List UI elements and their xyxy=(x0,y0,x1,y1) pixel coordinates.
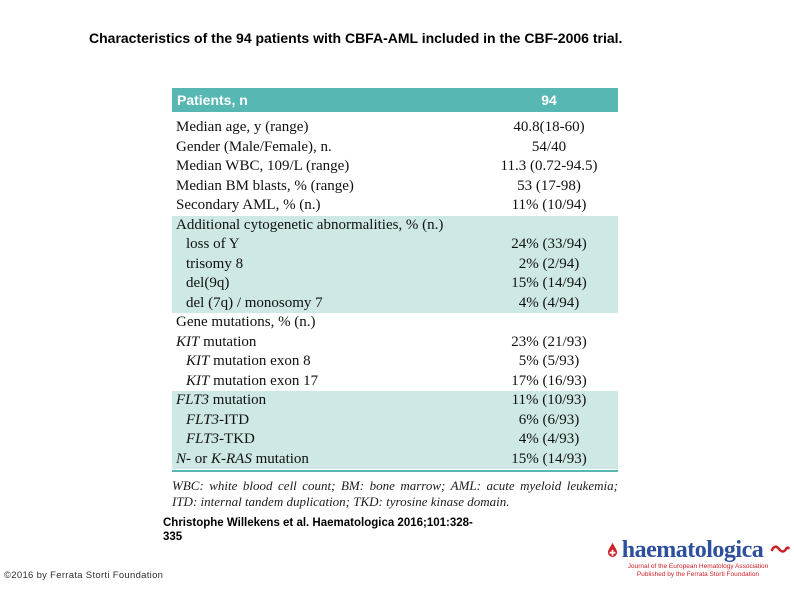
eha-squiggle-icon xyxy=(770,544,791,556)
citation-line-2: 335 xyxy=(163,531,183,543)
row-label: Secondary AML, % (n.) xyxy=(176,197,321,213)
footnote-line-1: WBC: white blood cell count; BM: bone ma… xyxy=(172,478,618,493)
table-row: KIT mutation exon 17 17% (16/93) xyxy=(172,372,618,392)
table-body: Median age, y (range) 40.8(18-60) Gender (… xyxy=(172,118,618,469)
row-value xyxy=(480,313,618,333)
table-row: Median BM blasts, % (range) 53 (17-98) xyxy=(172,177,618,197)
row-label: FLT3 mutation xyxy=(176,392,267,408)
table-row: Secondary AML, % (n.) 11% (10/94) xyxy=(172,196,618,216)
row-label: N- or K-RAS mutation xyxy=(176,450,309,467)
slide-title: Characteristics of the 94 patients with … xyxy=(89,30,623,46)
row-value: 6% (6/93) xyxy=(518,411,580,428)
row-value: 11% (10/93) xyxy=(511,392,587,408)
logo-tagline-line-2: Published by the Ferrata Storti Foundati… xyxy=(636,570,760,578)
logo-row: haematologica xyxy=(604,538,792,562)
table-row: del(9q) 15% (14/94) xyxy=(172,274,618,294)
row-label: KIT mutation exon 17 xyxy=(186,372,319,389)
blood-drop-icon xyxy=(606,542,619,559)
row-value: 40.8(18-60) xyxy=(513,119,585,135)
table-row: Gender (Male/Female), n. 54/40 xyxy=(172,138,618,158)
row-label: Median BM blasts, % (range) xyxy=(176,177,354,194)
row-value: 4% (4/93) xyxy=(518,431,580,447)
row-label: Median age, y (range) xyxy=(176,119,309,135)
table-row: Additional cytogenetic abnormalities, % … xyxy=(172,215,618,236)
table-row: KIT mutation exon 8 5% (5/93) xyxy=(172,352,618,372)
haematologica-logo: haematologica Journal of the European He… xyxy=(604,538,792,578)
table-row: Gene mutations, % (n.) xyxy=(172,313,618,333)
row-value: 23% (21/93) xyxy=(511,333,587,350)
table-row: trisomy 8 2% (2/94) xyxy=(172,254,618,274)
row-value: 4% (4/94) xyxy=(518,294,580,311)
row-value: 24% (33/94) xyxy=(511,236,587,252)
table-header-value: 94 xyxy=(541,92,557,108)
row-value xyxy=(480,216,618,236)
row-label: del(9q) xyxy=(186,275,230,291)
table-footnote: WBC: white blood cell count; BM: bone ma… xyxy=(172,478,618,510)
footnote-line-2: ITD: internal tandem duplication; TKD: t… xyxy=(172,494,510,509)
row-label: del (7q) / monosomy 7 xyxy=(186,294,323,311)
logo-tagline: Journal of the European Hematology Assoc… xyxy=(604,563,792,578)
row-label: FLT3-TKD xyxy=(186,431,255,447)
row-value: 15% (14/93) xyxy=(511,450,587,467)
table-header-label: Patients, n xyxy=(177,92,248,108)
row-value: 2% (2/94) xyxy=(518,255,580,272)
logo-tagline-line-1: Journal of the European Hematology Assoc… xyxy=(627,563,769,570)
table-row: del (7q) / monosomy 7 4% (4/94) xyxy=(172,293,618,313)
row-label: trisomy 8 xyxy=(186,255,244,272)
row-value: 17% (16/93) xyxy=(511,372,587,389)
table-row: loss of Y 24% (33/94) xyxy=(172,235,618,255)
table-row: N- or K-RAS mutation 15% (14/93) xyxy=(172,449,618,469)
table-header-row: Patients, n 94 xyxy=(172,88,618,112)
row-label: FLT3-ITD xyxy=(186,411,250,428)
row-label: Median WBC, 109/L (range) xyxy=(176,158,350,174)
table-row: FLT3-ITD 6% (6/93) xyxy=(172,410,618,430)
row-label: Gene mutations, % (n.) xyxy=(176,314,316,330)
citation-line-1: Christophe Willekens et al. Haematologic… xyxy=(163,517,473,529)
row-label: Additional cytogenetic abnormalities, % … xyxy=(176,216,444,233)
row-label: KIT mutation xyxy=(176,333,257,350)
row-value: 11.3 (0.72-94.5) xyxy=(500,158,598,174)
citation: Christophe Willekens et al. Haematologic… xyxy=(163,516,515,544)
row-label: KIT mutation exon 8 xyxy=(186,353,311,369)
row-value: 54/40 xyxy=(531,138,567,155)
row-label: Gender (Male/Female), n. xyxy=(176,138,332,155)
row-value: 53 (17-98) xyxy=(517,177,581,194)
row-value: 15% (14/94) xyxy=(511,275,587,291)
table-row: Median WBC, 109/L (range) 11.3 (0.72-94.5… xyxy=(172,157,618,177)
table-row: KIT mutation 23% (21/93) xyxy=(172,333,618,353)
patient-characteristics-table: Patients, n 94 Median age, y (range) 40.8… xyxy=(172,88,618,472)
table-row: FLT3 mutation 11% (10/93) xyxy=(172,391,618,411)
row-value: 11% (10/94) xyxy=(511,197,587,213)
logo-wordmark: haematologica xyxy=(621,537,764,563)
table-row: FLT3-TKD 4% (4/93) xyxy=(172,430,618,450)
copyright-notice: ©2016 by Ferrata Storti Foundation xyxy=(4,570,164,581)
row-value: 5% (5/93) xyxy=(518,353,580,369)
table-row: Median age, y (range) 40.8(18-60) xyxy=(172,118,618,138)
row-label: loss of Y xyxy=(186,236,240,252)
